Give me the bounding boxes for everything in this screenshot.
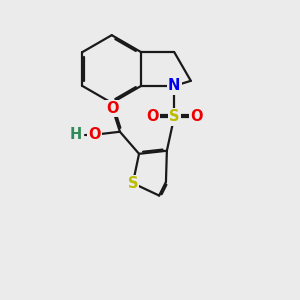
Text: O: O bbox=[146, 110, 158, 124]
Text: N: N bbox=[168, 79, 180, 94]
Text: O: O bbox=[190, 110, 202, 124]
Text: O: O bbox=[88, 127, 101, 142]
Text: O: O bbox=[106, 101, 119, 116]
Text: S: S bbox=[128, 176, 138, 191]
Text: S: S bbox=[169, 110, 179, 124]
Text: H: H bbox=[70, 127, 82, 142]
